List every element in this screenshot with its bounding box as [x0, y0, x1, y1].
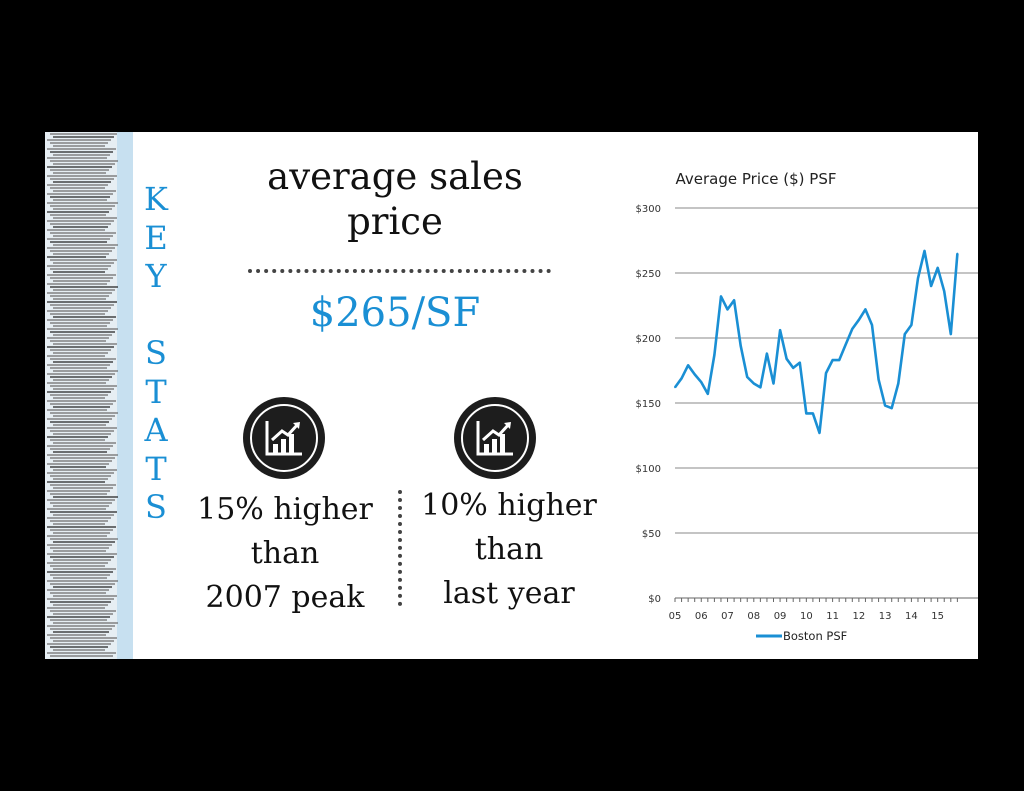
key-stats-letter: K	[144, 180, 168, 218]
x-tick-label: 15	[931, 611, 944, 622]
data-point	[956, 252, 959, 255]
data-point	[825, 372, 827, 374]
y-tick-label: $50	[642, 529, 661, 540]
building-photo-strip	[45, 132, 133, 659]
chart-title: Average Price ($) PSF	[676, 170, 837, 188]
data-point	[720, 295, 722, 298]
data-point	[818, 432, 821, 434]
stat-line: 15% higher	[197, 492, 373, 527]
data-point	[943, 290, 946, 293]
series-line-boston-psf	[673, 249, 959, 435]
key-stats-letter: E	[144, 218, 168, 257]
data-point	[713, 354, 716, 356]
data-point	[930, 285, 933, 287]
x-tick-label: 06	[695, 611, 708, 622]
y-tick-label: $0	[648, 594, 661, 605]
x-tick-label: 10	[800, 611, 813, 622]
data-point	[772, 382, 775, 385]
data-point	[759, 386, 762, 389]
data-point	[903, 333, 906, 335]
x-tick-label: 09	[774, 611, 787, 622]
stat-line: 10% higher	[421, 488, 597, 523]
data-point	[700, 381, 703, 384]
x-tick-label: 08	[747, 611, 760, 622]
x-tick-label: 11	[826, 611, 839, 622]
stat-line: last year	[443, 576, 575, 611]
key-stats-letter: S	[145, 334, 167, 372]
dotted-divider-vertical	[398, 490, 402, 606]
x-tick-label: 13	[879, 611, 892, 622]
growth-chart-icon	[454, 397, 536, 479]
key-stats-letter: A	[144, 411, 168, 449]
data-point	[884, 404, 887, 407]
x-tick-label: 12	[853, 611, 866, 622]
headline: average sales price	[245, 154, 545, 244]
stat-vs-last-year: 10% higher than last year	[409, 484, 609, 616]
data-point	[923, 250, 926, 252]
data-point	[726, 308, 729, 311]
data-point	[949, 333, 952, 335]
data-point	[838, 359, 841, 361]
stat-vs-2007-peak: 15% higher than 2007 peak	[185, 488, 385, 620]
x-tick-label: 07	[721, 611, 734, 622]
data-point	[693, 373, 696, 376]
data-point	[864, 308, 867, 311]
data-point	[733, 299, 736, 302]
headline-line: price	[347, 200, 443, 243]
data-point	[831, 359, 834, 361]
data-point	[917, 277, 919, 280]
data-point	[766, 352, 768, 355]
growth-chart-icon	[243, 397, 325, 479]
data-point	[674, 386, 676, 389]
data-point	[897, 382, 900, 385]
slide: K E Y S T A T S average sales price $265…	[45, 132, 978, 659]
data-point	[752, 382, 755, 385]
x-tick-label: 14	[905, 611, 918, 622]
data-point	[680, 377, 683, 380]
data-point	[857, 318, 860, 321]
data-point	[739, 344, 742, 347]
headline-line: average sales	[267, 155, 523, 198]
y-tick-label: $150	[636, 399, 661, 410]
data-point	[910, 324, 913, 326]
y-tick-label: $300	[636, 204, 661, 215]
stat-line: than	[250, 536, 320, 571]
y-tick-label: $250	[636, 269, 661, 280]
data-point	[871, 324, 873, 326]
y-tick-label: $200	[636, 334, 661, 345]
dotted-divider-horizontal	[248, 269, 551, 273]
data-point	[890, 407, 893, 410]
data-point	[792, 367, 795, 369]
stat-line: than	[474, 532, 544, 567]
price-line-chart: Average Price ($) PSF $0 $50 $100 $150 $200 $…	[636, 170, 978, 643]
price-value: $265/SF	[309, 290, 481, 336]
data-point	[779, 329, 781, 332]
key-stats-letter: S	[145, 488, 167, 526]
data-point	[812, 412, 814, 415]
data-point	[798, 361, 801, 364]
data-point	[805, 412, 808, 415]
data-point	[687, 364, 690, 367]
data-point	[706, 393, 709, 395]
data-point	[785, 357, 788, 360]
y-tick-label: $100	[636, 464, 661, 475]
legend-label: Boston PSF	[783, 629, 847, 643]
key-stats-letter: Y	[145, 257, 167, 295]
key-stats-letter: T	[145, 449, 167, 488]
stat-line: 2007 peak	[205, 580, 365, 615]
data-point	[877, 378, 880, 381]
data-point	[936, 266, 939, 269]
data-point	[746, 376, 749, 378]
key-stats-letter: T	[145, 372, 167, 411]
data-point	[851, 328, 854, 330]
x-tick-label: 05	[669, 611, 682, 622]
key-stats-vertical-title: K E Y S T A T S	[141, 180, 171, 527]
data-point	[844, 343, 847, 346]
